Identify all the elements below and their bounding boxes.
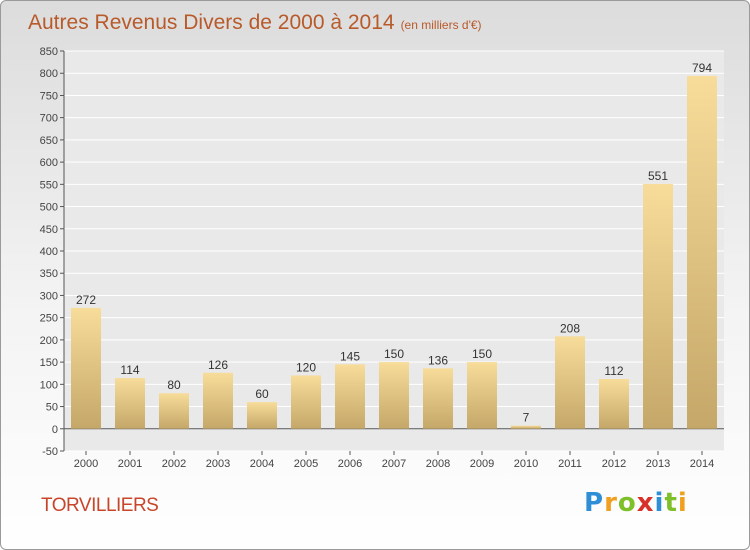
y-tick-label: 850 (40, 46, 58, 58)
x-tick-label-2001: 2001 (118, 458, 142, 470)
bar-2001 (115, 378, 145, 429)
bar-2003 (203, 372, 233, 429)
y-tick-label: 800 (40, 68, 58, 80)
data-labels: 272 114 80 126 60 120 145 150 136 150 7 208 112 551 79… (76, 61, 712, 425)
bar-2009 (467, 362, 497, 429)
data-label-2011: 208 (560, 321, 580, 335)
x-tick-label-2012: 2012 (602, 458, 626, 470)
y-tick-label: 50 (46, 402, 58, 414)
y-tick-label: 550 (40, 179, 58, 191)
y-tick-label: 500 (40, 202, 58, 214)
y-tick-label: 400 (40, 246, 58, 258)
data-label-2012: 112 (604, 364, 623, 378)
y-tick-label: 350 (40, 268, 58, 280)
x-tick-label-2009: 2009 (470, 458, 494, 470)
bar-2002 (159, 393, 189, 429)
x-tick-label-2014: 2014 (690, 458, 714, 470)
bars (71, 75, 717, 429)
y-tick-label: 0 (52, 424, 58, 436)
y-tick-labels: -50 0 50 100 150 200 250 300 350 400 450 500 550 600 6… (40, 46, 58, 458)
bar-2012 (599, 379, 629, 429)
data-label-2008: 136 (428, 353, 448, 367)
chart-title-text: Autres Revenus Divers de 2000 à 2014 (28, 11, 395, 34)
x-tick-label-2004: 2004 (250, 458, 274, 470)
bar-2005 (291, 375, 321, 429)
x-tick-label-2010: 2010 (514, 458, 538, 470)
data-label-2007: 150 (384, 347, 404, 361)
x-tick-label-2003: 2003 (206, 458, 230, 470)
y-tick-label: 150 (40, 357, 58, 369)
bar-2008 (423, 368, 453, 429)
bar-2006 (335, 364, 365, 429)
y-tick-label: 300 (40, 290, 58, 302)
bar-2007 (379, 362, 409, 429)
y-tick-label: 700 (40, 113, 58, 125)
data-label-2006: 145 (340, 349, 360, 363)
data-label-2005: 120 (296, 360, 316, 374)
x-tick-label-2013: 2013 (646, 458, 670, 470)
y-tick-label: -50 (42, 446, 58, 458)
y-tick-label: 750 (40, 90, 58, 102)
y-tick-label: 450 (40, 224, 58, 236)
x-tick-label-2002: 2002 (162, 458, 186, 470)
chart-subtitle: (en milliers d'€) (400, 18, 482, 32)
chart-title: Autres Revenus Divers de 2000 à 2014 (en … (28, 11, 482, 35)
data-label-2014: 794 (692, 61, 712, 75)
x-tick-label-2007: 2007 (382, 458, 406, 470)
data-label-2004: 60 (255, 387, 269, 401)
data-label-2000: 272 (76, 293, 96, 307)
x-tick-label-2011: 2011 (558, 458, 582, 470)
bar-2004 (247, 402, 277, 429)
bar-2000 (71, 307, 101, 429)
proxiti-logo: Proxiti (584, 488, 688, 518)
bar-2010 (511, 425, 541, 429)
data-label-2001: 114 (120, 363, 139, 377)
bar-2014 (687, 75, 717, 429)
y-tick-label: 250 (40, 313, 58, 325)
bar-2011 (555, 336, 585, 429)
data-label-2010: 7 (523, 411, 530, 425)
commune-name: TORVILLIERS (41, 495, 159, 516)
x-tick-label-2005: 2005 (294, 458, 318, 470)
bar-2013 (643, 183, 673, 429)
x-tick-label-2006: 2006 (338, 458, 362, 470)
x-tick-labels: 2000 2001 2002 2003 2004 2005 2006 2007 2008 2009… (74, 458, 714, 470)
x-tick-label-2008: 2008 (426, 458, 450, 470)
y-tick-label: 600 (40, 157, 58, 169)
y-tick-label: 100 (40, 379, 58, 391)
data-label-2002: 80 (167, 378, 181, 392)
y-tick-label: 650 (40, 135, 58, 147)
data-label-2013: 551 (648, 169, 668, 183)
x-tick-label-2000: 2000 (74, 458, 98, 470)
data-label-2003: 126 (208, 358, 228, 372)
data-label-2009: 150 (472, 347, 492, 361)
y-tick-label: 200 (40, 335, 58, 347)
